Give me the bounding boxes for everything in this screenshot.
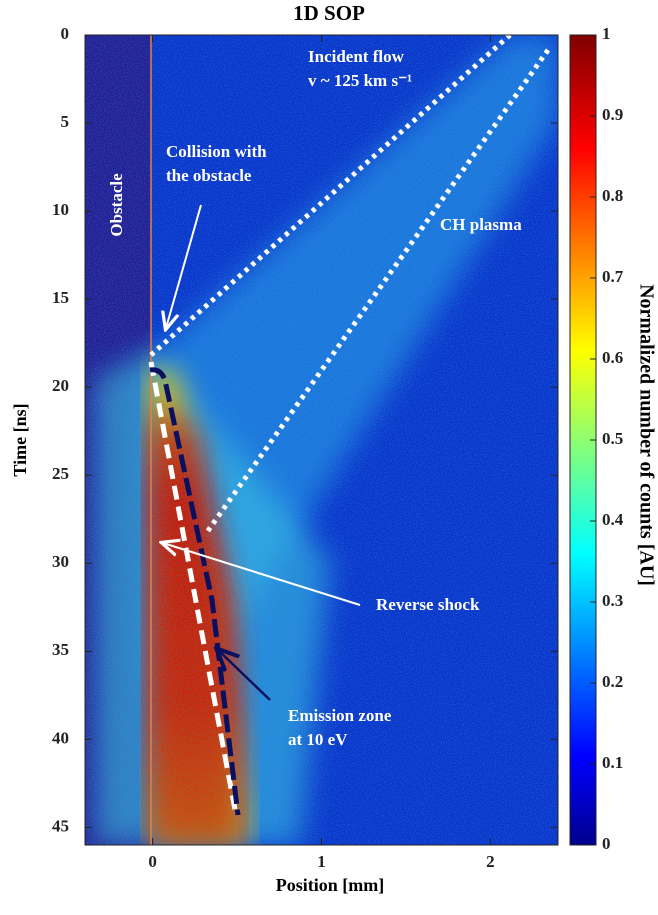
annotation: v ~ 125 km s⁻¹ [308,71,412,90]
colorbar-tick-label: 0.7 [602,267,624,286]
y-tick-label: 20 [52,376,69,395]
colorbar-tick-label: 0.6 [602,348,623,367]
annotation: the obstacle [166,166,252,185]
colorbar-tick-label: 0.1 [602,753,623,772]
annotation: Incident flow [308,47,405,66]
y-tick-label: 40 [52,728,69,747]
colorbar-tick-label: 0.9 [602,105,623,124]
y-tick-label: 25 [52,464,69,483]
colorbar-tick-label: 0.8 [602,186,623,205]
y-tick-label: 0 [61,24,70,43]
y-tick-label: 45 [52,816,69,835]
annotation: Emission zone [288,706,392,725]
colorbar-label: Normalized number of counts [AU] [635,284,657,586]
y-tick-label: 15 [52,288,69,307]
y-axis-label: Time [ns] [10,403,30,476]
chart-title: 1D SOP [293,1,365,25]
annotation: Obstacle [107,173,126,237]
annotation: CH plasma [440,215,522,234]
annotation: at 10 eV [288,730,348,749]
colorbar-tick-label: 0.2 [602,672,623,691]
y-tick-label: 5 [61,112,70,131]
y-tick-label: 35 [52,640,69,659]
y-tick-label: 10 [52,200,69,219]
x-tick-label: 0 [148,852,157,871]
y-tick-label: 30 [52,552,69,571]
colorbar-tick-label: 0.3 [602,591,623,610]
colorbar-tick-label: 0 [602,834,611,853]
annotation: Collision with [166,142,267,161]
colorbar-tick-label: 0.4 [602,510,624,529]
x-tick-label: 1 [317,852,326,871]
heatmap-image [85,35,558,845]
x-tick-label: 2 [486,852,495,871]
colorbar-tick-label: 0.5 [602,429,623,448]
colorbar-tick-label: 1 [602,24,611,43]
annotation: Reverse shock [376,595,480,614]
x-axis-label: Position [mm] [276,875,384,895]
